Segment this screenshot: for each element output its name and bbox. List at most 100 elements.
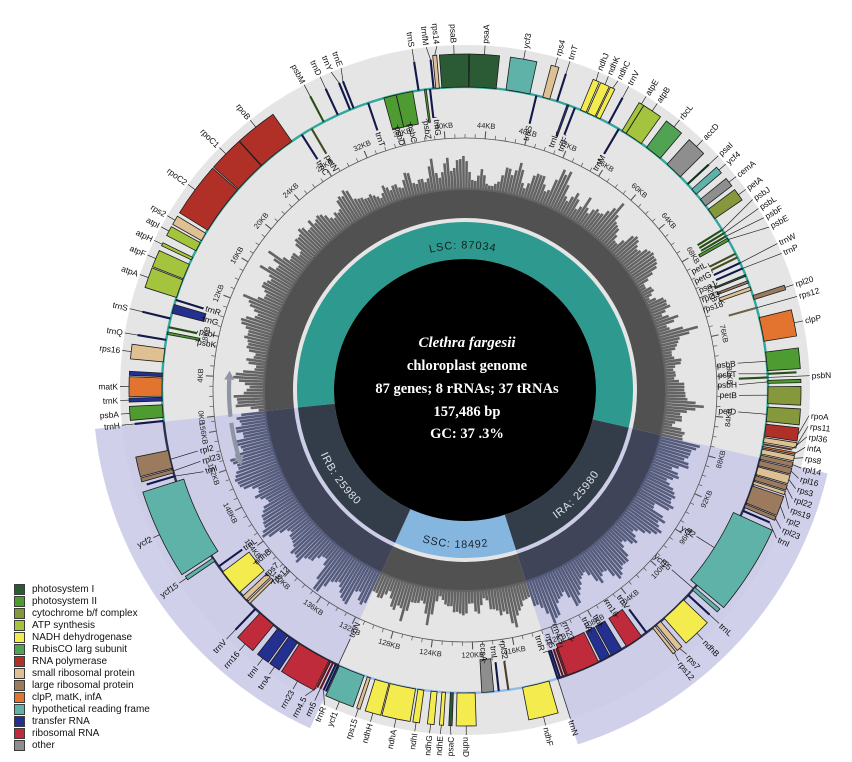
gc-base-ring (263, 187, 668, 436)
gene-leader (673, 119, 680, 128)
gene-box-rpoB (238, 113, 293, 166)
gene-leader (784, 492, 790, 509)
legend-swatch-icon (14, 668, 25, 679)
center-text-line: chloroplast genome (407, 358, 528, 374)
gene-leader (718, 163, 726, 171)
gene-box-rpl14 (759, 454, 794, 468)
legend-label: cytochrome b/f complex (32, 607, 138, 619)
gene-box-psbC (395, 91, 419, 128)
gene-box-psbE (698, 237, 730, 258)
legend-item: small ribosomal protein (14, 668, 150, 679)
gene-leader (696, 139, 703, 147)
legend-swatch-icon (14, 704, 25, 715)
gene-box-rpl16 (757, 459, 793, 475)
gene-label-rpl23: rpl23 (201, 451, 222, 466)
gene-box-cemA (699, 177, 733, 207)
legend-label: other (32, 739, 55, 751)
gene-leader (599, 623, 603, 628)
gene-leader (484, 659, 486, 664)
gene-box-psaC (448, 692, 454, 727)
gene-tick-petG (710, 256, 738, 271)
gene-label-rps3: rps3 (796, 484, 815, 498)
gene-tick-trnH (134, 419, 164, 425)
legend-item: other (14, 740, 150, 751)
gene-label-ndhI: ndhI (407, 733, 419, 751)
gene-box-trnI (594, 620, 623, 656)
gene-label-trnQ: trnQ (106, 325, 124, 338)
gene-leader (784, 284, 794, 288)
legend-item: RubisCO larg subunit (14, 644, 150, 655)
gene-leader (797, 415, 810, 435)
center-disc (334, 259, 596, 521)
gene-leader (355, 708, 359, 718)
gene-label-ccsA: ccsA (478, 643, 489, 662)
gene-leader (612, 80, 619, 89)
gene-label-rpl2: rpl2 (785, 515, 802, 530)
gene-label-atpI: atpI (145, 215, 162, 230)
gene-label-rpoC2: rpoC2 (165, 166, 190, 188)
gene-label-psaA: psaA (480, 24, 491, 44)
gene-tick-trnM (603, 128, 620, 155)
legend-label: clpP, matK, infA (32, 691, 102, 703)
gene-label-trnR: trnR (204, 303, 222, 317)
gene-tick-psbM (309, 95, 325, 123)
gene-label-trnS: trnS (112, 300, 130, 313)
gene-label-petB: petB (720, 390, 738, 400)
gene-label-ndhF: ndhF (541, 726, 555, 747)
gene-leader (721, 199, 753, 231)
gene-tick-psbN (738, 376, 768, 380)
gene-tick-petN (310, 128, 328, 155)
gene-leader (263, 575, 269, 577)
gene-leader (271, 579, 273, 584)
gene-tick-psbL (698, 232, 725, 249)
gene-leader (727, 226, 770, 240)
gene-label-trnL: trnL (488, 645, 500, 661)
gene-label-ycf3: ycf3 (521, 32, 534, 49)
gene-box-ycf2 (142, 478, 219, 576)
gene-box-psaA (468, 53, 501, 90)
gene-leader (120, 413, 130, 415)
gene-leader (595, 71, 599, 81)
gene-label-psbT: psbT (718, 369, 737, 380)
gene-leader (147, 254, 156, 259)
legend-item: hypothetical reading frame (14, 704, 150, 715)
legend-label: ATP synthesis (32, 619, 95, 631)
gene-label-rpoC1: rpoC1 (198, 127, 222, 150)
gene-leader (174, 471, 204, 477)
legend-item: ATP synthesis (14, 620, 150, 631)
gene-tick-trnL (218, 548, 243, 568)
gene-box-rpl20 (752, 284, 787, 301)
gene-leader (323, 690, 325, 706)
gene-leader (340, 67, 344, 82)
gene-label-trnI: trnI (776, 535, 791, 549)
gene-label-rpl36: rpl36 (808, 432, 828, 444)
legend-label: RubisCO larg subunit (32, 643, 128, 655)
gene-label-psaB: psaB (448, 24, 459, 44)
gene-leader (615, 613, 619, 618)
gene-tick-rps12 (728, 306, 757, 317)
gene-label-clpP: clpP (804, 312, 822, 325)
scale-label: 156KB (197, 421, 210, 445)
legend-label: small ribosomal protein (32, 667, 135, 679)
legend-label: NADH dehydrogenase (32, 631, 133, 643)
gene-box-atpA (144, 267, 184, 299)
gene-leader (570, 638, 574, 642)
gene-box-ycf15 (184, 557, 216, 581)
gene-tick-trnL (494, 662, 500, 692)
gene-label-trnG: trnG (201, 313, 219, 327)
gene-leader (714, 282, 718, 289)
gene-box-petB (767, 386, 802, 406)
gene-label-rps14: rps14 (430, 23, 442, 45)
gene-box-psbH (767, 378, 802, 384)
legend-swatch-icon (14, 728, 25, 739)
gene-box-rrn23 (280, 643, 330, 691)
strand-direction-arrow (226, 379, 233, 417)
gene-tick-trnR (175, 298, 204, 310)
legend-label: photosystem I (32, 583, 95, 595)
gene-box-ndhB (222, 551, 265, 594)
gene-box-trnK (128, 396, 163, 403)
gene-box-rrn16 (237, 612, 275, 652)
gene-leader (434, 46, 438, 56)
gene-label-atpA: atpA (120, 263, 140, 278)
strand-direction-arrowhead (224, 370, 235, 380)
